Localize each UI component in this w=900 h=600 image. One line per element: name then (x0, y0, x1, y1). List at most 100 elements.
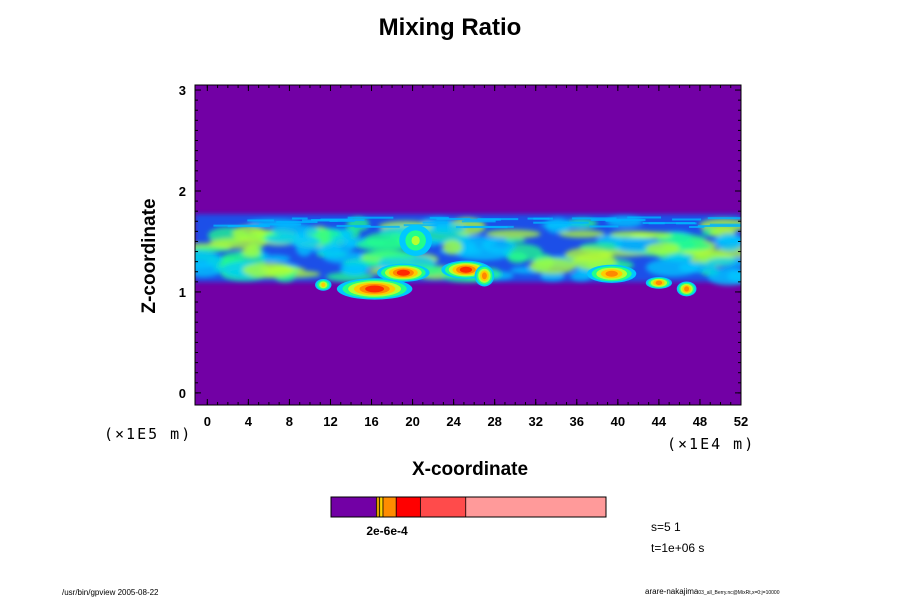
mixing-ratio-field (195, 214, 741, 300)
cloud-blob-9 (474, 265, 495, 287)
x-tick-label: 40 (611, 414, 625, 429)
cloud-cell (558, 230, 606, 238)
cloud-cell (355, 238, 410, 252)
colorbar-segment-1 (331, 497, 377, 517)
blob-level-5 (396, 269, 410, 276)
cloud-streak (422, 221, 448, 224)
cloud-streak (533, 221, 568, 224)
x-tick-label: 48 (693, 414, 707, 429)
blob-level-4 (684, 286, 690, 292)
cloud-cell (645, 258, 699, 277)
blob-level-5 (365, 285, 385, 293)
cloud-cell (329, 235, 356, 253)
blob-level-4 (481, 272, 487, 280)
cloud-cell (715, 233, 741, 251)
footer-file: 03_all_Berry.nc@MixRt,x=0:j=10000 (698, 590, 780, 596)
y-tick-label: 3 (179, 83, 186, 98)
cloud-streak (227, 225, 270, 228)
cloud-streak (709, 223, 741, 226)
cloud-streak (336, 224, 371, 227)
cloud-cell (232, 225, 266, 242)
cloud-streak (320, 218, 353, 221)
colorbar-segment-3 (379, 497, 383, 517)
cloud-streak (247, 219, 274, 222)
cloud-texture (195, 216, 741, 286)
cloud-streak (672, 218, 702, 221)
footer-command: /usr/bin/gpview 2005-08-22 (62, 588, 159, 597)
x-tick-label: 4 (245, 414, 253, 429)
cloud-blob-7 (315, 279, 332, 291)
x-tick-label: 0 (204, 414, 211, 429)
blob-level-5 (459, 266, 473, 273)
cloud-cell (678, 262, 717, 273)
cloud-cell (362, 250, 417, 259)
blob-level-4 (655, 280, 663, 286)
x-tick-label: 16 (364, 414, 378, 429)
cloud-blob-4 (587, 264, 637, 283)
cloud-streak (605, 219, 622, 222)
cloud-streak (707, 217, 741, 220)
cloud-streak (292, 217, 308, 220)
cloud-cell (505, 237, 526, 244)
blob-level-4 (605, 270, 618, 277)
x-tick-label: 12 (323, 414, 337, 429)
colorbar-frame (330, 496, 607, 518)
cloud-streak (436, 218, 471, 221)
blob-level-2 (411, 235, 420, 246)
x-tick-label: 52 (734, 414, 748, 429)
cloud-cell (260, 254, 291, 263)
cloud-streak (329, 219, 355, 222)
cloud-cell (195, 250, 223, 269)
cloud-cell (271, 223, 319, 237)
cloud-cell (339, 261, 369, 275)
cloud-streak (527, 217, 553, 220)
colorbar-segment-6 (420, 497, 466, 517)
cloud-streak (276, 221, 318, 224)
colorbar-segment-5 (396, 497, 421, 517)
cloud-streak (642, 222, 696, 225)
cloud-streak (429, 216, 449, 219)
cloud-streak (403, 224, 438, 227)
colorbar-segment-7 (465, 497, 606, 517)
cloud-cell (609, 230, 656, 239)
y-axis-unit: (×1E5 m) (104, 425, 193, 443)
cloud-cell (645, 242, 680, 256)
y-tick-label: 0 (179, 386, 186, 401)
cloud-cell (528, 257, 577, 275)
cloud-streak (461, 220, 496, 223)
cloud-streak (564, 221, 589, 224)
cloud-streak (572, 217, 617, 220)
cloud-streak (627, 216, 662, 219)
cloud-streak (463, 225, 514, 228)
cloud-blob-6 (676, 281, 697, 297)
cloud-cell (442, 239, 463, 255)
cloud-streak (259, 223, 301, 226)
cloud-cell (291, 236, 322, 248)
colorbar-tick-label: 2e-6e-4 (366, 524, 408, 538)
cloud-cell (485, 229, 541, 239)
colorbar-segment-4 (382, 497, 397, 517)
cloud-blob-1 (336, 278, 413, 300)
cloud-blob-2 (377, 263, 430, 282)
stat-s: s=5 1 (651, 520, 681, 534)
footer-source: arare-nakajima03_all_Berry.nc@MixRt,x=0:… (645, 587, 780, 596)
x-tick-label: 24 (446, 414, 461, 429)
x-tick-label: 28 (487, 414, 501, 429)
y-axis-label: Z-coordinate (139, 198, 160, 314)
x-tick-label: 32 (529, 414, 543, 429)
blob-level-3 (321, 282, 326, 288)
cloud-cell (570, 271, 592, 282)
y-tick-label: 2 (179, 184, 186, 199)
cloud-blob-5 (645, 277, 673, 289)
x-tick-label: 20 (405, 414, 419, 429)
cloud-blob-8 (399, 224, 433, 256)
cloud-streak (589, 225, 619, 228)
cloud-streak (354, 225, 400, 228)
cloud-streak (697, 225, 741, 228)
x-tick-label: 36 (570, 414, 584, 429)
x-tick-label: 8 (286, 414, 293, 429)
cloud-cell (259, 266, 306, 273)
cloud-streak (689, 225, 705, 228)
chart-title: Mixing Ratio (378, 14, 522, 41)
